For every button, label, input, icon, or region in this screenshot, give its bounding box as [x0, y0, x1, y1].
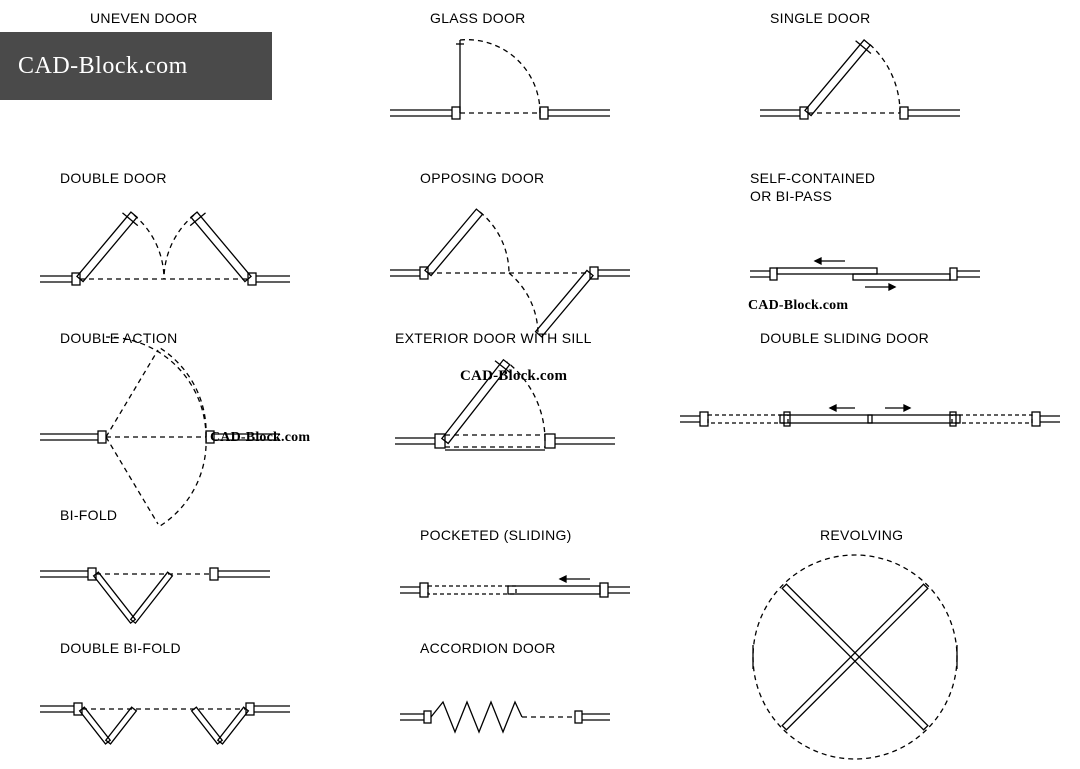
cell-glass-door: GLASS DOOR [390, 10, 610, 124]
cell-double-door: DOUBLE DOOR [40, 170, 290, 296]
label-double-sliding: DOUBLE SLIDING DOOR [760, 330, 1060, 348]
watermark-1: CAD-Block.com [748, 298, 848, 314]
label-bipass: SELF-CONTAINED OR BI-PASS [750, 170, 980, 205]
diagram-double-sliding [680, 388, 1060, 448]
cell-pocketed: POCKETED (SLIDING) [400, 527, 630, 615]
diagram-pocketed [400, 565, 630, 615]
cell-bipass: SELF-CONTAINED OR BI-PASS [750, 170, 980, 303]
diagram-opposing-door [390, 196, 630, 346]
cell-revolving: REVOLVING [730, 527, 980, 769]
label-bifold: BI-FOLD [60, 507, 270, 525]
cell-bifold: BI-FOLD [40, 507, 270, 633]
diagram-bifold [40, 543, 270, 633]
diagram-single-door [760, 34, 960, 124]
diagram-glass-door [390, 34, 610, 124]
cell-double-sliding: DOUBLE SLIDING DOOR [680, 330, 1060, 448]
label-double-door: DOUBLE DOOR [60, 170, 290, 188]
cell-exterior-sill: EXTERIOR DOOR WITH SILL [395, 330, 615, 462]
label-exterior-sill: EXTERIOR DOOR WITH SILL [395, 330, 615, 348]
label-accordion: ACCORDION DOOR [420, 640, 610, 658]
label-double-bifold: DOUBLE BI-FOLD [60, 640, 290, 658]
label-glass-door: GLASS DOOR [430, 10, 610, 28]
label-single-door: SINGLE DOOR [770, 10, 960, 28]
cell-double-action: DOUBLE ACTION [40, 330, 280, 522]
diagram-bipass [750, 243, 980, 303]
diagram-accordion [400, 682, 610, 752]
label-uneven-door: UNEVEN DOOR [90, 10, 198, 28]
label-pocketed: POCKETED (SLIDING) [420, 527, 630, 545]
cell-accordion: ACCORDION DOOR [400, 640, 610, 752]
cell-single-door: SINGLE DOOR [760, 10, 960, 124]
cell-uneven-door: UNEVEN DOOR [90, 10, 198, 28]
watermark-3: CAD-Block.com [210, 430, 310, 446]
label-double-action: DOUBLE ACTION [60, 330, 280, 348]
cell-opposing-door: OPPOSING DOOR [390, 170, 630, 346]
diagram-double-bifold [40, 682, 290, 752]
site-badge: CAD-Block.com [0, 32, 272, 100]
badge-text: CAD-Block.com [18, 53, 188, 80]
cell-double-bifold: DOUBLE BI-FOLD [40, 640, 290, 752]
label-opposing-door: OPPOSING DOOR [420, 170, 630, 188]
diagram-revolving [730, 549, 980, 769]
label-revolving: REVOLVING [820, 527, 980, 545]
watermark-2: CAD-Block.com [460, 368, 567, 385]
diagram-double-door [40, 196, 290, 296]
